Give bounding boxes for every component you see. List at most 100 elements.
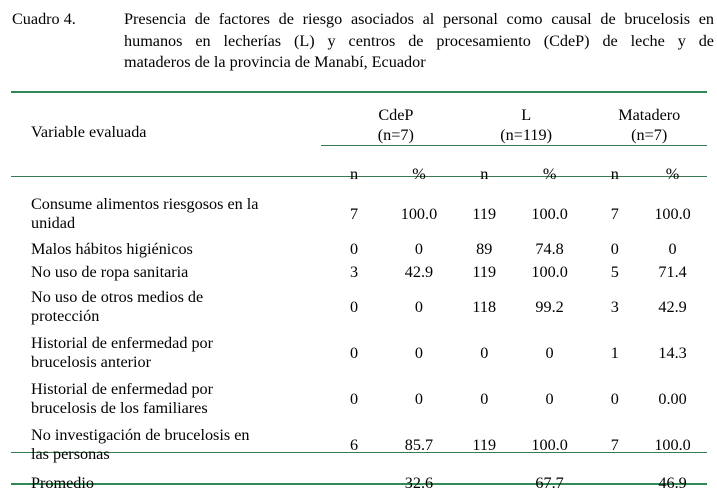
group-size: (n=119)	[500, 126, 552, 144]
caption-line: mataderos de la provincia de Manabí, Ecu…	[124, 53, 426, 71]
cell-pct: 100.0	[531, 435, 568, 454]
cell-n: 0	[480, 343, 489, 362]
cell-n: 119	[472, 263, 497, 281]
group-header-l: L (n=119)	[461, 92, 592, 158]
cell-n: 0	[610, 389, 619, 408]
caption-text: Presencia de factores de riesgo asociado…	[124, 9, 714, 74]
cell-pct: 42.9	[658, 297, 687, 316]
cell-pct: 99.2	[535, 297, 564, 316]
empty-cell	[11, 158, 331, 190]
row-variable-line: Consume alimentos riesgosos en la	[31, 195, 259, 213]
group-name: Matadero	[618, 106, 681, 124]
cell-n: 119	[472, 435, 497, 454]
footer-cell-pct: 32.6	[404, 473, 434, 492]
group-size: (n=7)	[377, 126, 414, 144]
cell-n: 3	[349, 263, 359, 281]
cell-n: 6	[349, 435, 359, 454]
cell-pct: 71.4	[658, 263, 687, 281]
cell-n: 0	[610, 240, 619, 258]
group-header-cdep: CdeP (n=7)	[331, 92, 461, 158]
cell-n: 89	[476, 240, 493, 258]
row-variable: No uso de otros medios de protección	[11, 284, 331, 330]
cell-pct: 0	[414, 297, 423, 316]
group-rule	[321, 145, 707, 146]
cell-n: 3	[610, 297, 619, 316]
group-header-row: Variable evaluada CdeP (n=7) L (n=119) M…	[11, 92, 707, 158]
cell-pct: 85.7	[404, 435, 434, 454]
cell-n: 5	[610, 263, 619, 281]
caption-line: humanos en lecherías (L) y centros de pr…	[124, 31, 714, 50]
cell-pct: 74.8	[535, 240, 564, 258]
cell-pct: 0.00	[658, 389, 687, 408]
cell-pct: 0	[414, 389, 423, 408]
subheader-pct: %	[665, 164, 680, 183]
table-row: No investigación de brucelosis en las per…	[11, 422, 707, 468]
table-row: Consume alimentos riesgosos en la unidad 7…	[11, 190, 707, 238]
row-variable-line: las personas	[31, 445, 110, 463]
table-row: No uso de otros medios de protección 0 0 118…	[11, 284, 707, 330]
cell-pct: 100.0	[654, 435, 691, 454]
footer-row: Promedio 32.6 67.7 46.9	[11, 468, 707, 498]
row-variable: Malos hábitos higiénicos	[11, 238, 331, 261]
cell-pct: 14.3	[658, 343, 687, 362]
subheader-pct: %	[542, 164, 557, 183]
cell-pct: 100.0	[400, 204, 438, 223]
row-variable: No investigación de brucelosis en las per…	[11, 422, 331, 468]
cell-n: 7	[349, 204, 359, 223]
row-variable-line: Historial de enfermedad por	[31, 380, 214, 398]
group-name: CdeP	[378, 106, 414, 124]
row-variable-line: unidad	[31, 214, 76, 232]
subheader-n: n	[349, 164, 359, 183]
cell-pct: 100.0	[654, 204, 691, 223]
bottom-rule	[11, 483, 707, 485]
data-table: Variable evaluada CdeP (n=7) L (n=119) M…	[11, 92, 707, 498]
cell-pct: 0	[545, 389, 554, 408]
cell-pct: 0	[414, 240, 423, 258]
footer-cell-pct: 67.7	[535, 473, 564, 492]
cell-n: 118	[472, 297, 497, 316]
cell-n: 0	[349, 240, 359, 258]
row-variable: Historial de enfermedad por brucelosis de…	[11, 376, 331, 422]
row-variable-line: Malos hábitos higiénicos	[31, 240, 193, 258]
footer-label: Promedio	[31, 473, 94, 492]
caption-line: Presencia de factores de riesgo asociado…	[124, 10, 714, 28]
cell-n: 0	[349, 343, 359, 362]
row-variable: Consume alimentos riesgosos en la unidad	[11, 190, 331, 238]
table-row: Malos hábitos higiénicos 0 0 89 74.8 0 0	[11, 238, 707, 261]
table-row: Historial de enfermedad por brucelosis an…	[11, 330, 707, 376]
cell-pct: 0	[545, 343, 554, 362]
cell-n: 0	[480, 389, 489, 408]
group-name: L	[521, 106, 532, 124]
cell-n: 119	[472, 204, 497, 223]
footer-cell-pct: 46.9	[658, 473, 687, 492]
row-variable-line: No uso de otros medios de	[31, 288, 204, 306]
table-row: Historial de enfermedad por brucelosis de…	[11, 376, 707, 422]
cell-pct: 100.0	[531, 204, 568, 223]
row-variable-line: protección	[31, 307, 100, 325]
cell-n: 1	[610, 343, 619, 362]
row-variable-line: Historial de enfermedad por	[31, 334, 214, 352]
top-rule	[11, 91, 707, 93]
cell-n: 0	[349, 297, 359, 316]
row-variable-line: No investigación de brucelosis en	[31, 426, 250, 444]
cell-n: 7	[610, 204, 619, 223]
subheader-pct: %	[412, 164, 426, 183]
caption-label: Cuadro 4.	[12, 10, 76, 28]
row-variable-line: brucelosis de los familiares	[31, 399, 208, 417]
subheader-row: n % n % n %	[11, 158, 707, 190]
group-header-matadero: Matadero (n=7)	[591, 92, 707, 158]
subheader-n: n	[610, 164, 619, 183]
row-variable-line: No uso de ropa sanitaria	[31, 263, 189, 281]
subheader-n: n	[480, 164, 489, 183]
group-size: (n=7)	[631, 126, 668, 144]
variable-header: Variable evaluada	[31, 123, 147, 141]
footer-rule	[11, 452, 707, 453]
table-row: No uso de ropa sanitaria 3 42.9 119 100.0 5 71…	[11, 261, 707, 284]
cell-pct: 0	[414, 343, 423, 362]
row-variable: Historial de enfermedad por brucelosis an…	[11, 330, 331, 376]
cell-pct: 100.0	[531, 263, 568, 281]
row-variable: No uso de ropa sanitaria	[11, 261, 331, 284]
cell-n: 7	[610, 435, 619, 454]
cell-n: 0	[349, 389, 359, 408]
header-rule	[11, 176, 707, 177]
